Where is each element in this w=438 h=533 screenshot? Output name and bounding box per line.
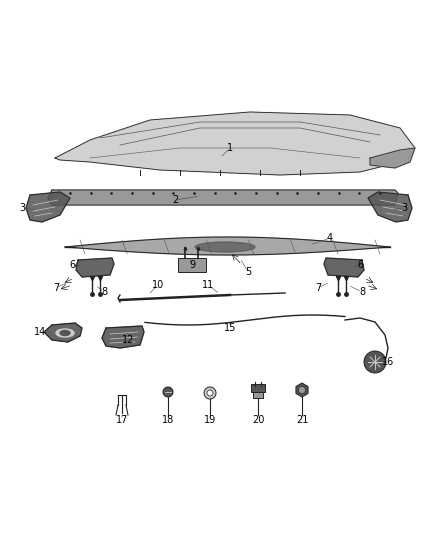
Text: 1: 1 [227,143,233,153]
Text: 21: 21 [296,415,308,425]
Bar [178,258,206,272]
Text: 19: 19 [204,415,216,425]
Ellipse shape [56,329,74,337]
Polygon shape [324,258,364,277]
Polygon shape [102,326,144,348]
Text: 3: 3 [401,203,407,213]
Text: 3: 3 [19,203,25,213]
Text: 14: 14 [34,327,46,337]
Polygon shape [370,148,415,168]
Text: 6: 6 [69,260,75,270]
Text: 7: 7 [315,283,321,293]
Polygon shape [26,192,70,222]
Ellipse shape [60,330,70,335]
Text: 5: 5 [245,267,251,277]
Circle shape [204,387,216,399]
Text: 8: 8 [101,287,107,297]
Polygon shape [44,323,82,342]
Text: 2: 2 [172,195,178,205]
Ellipse shape [195,242,255,252]
Circle shape [207,390,213,396]
Bar [253,392,263,398]
Polygon shape [55,112,415,175]
Text: 17: 17 [116,415,128,425]
Text: 20: 20 [252,415,264,425]
Text: 16: 16 [382,357,394,367]
Text: 11: 11 [202,280,214,290]
Text: 15: 15 [224,323,236,333]
Polygon shape [368,192,412,222]
Text: 8: 8 [359,287,365,297]
Text: 4: 4 [327,233,333,243]
Text: 7: 7 [53,283,59,293]
Bar [251,384,265,392]
Circle shape [163,387,173,397]
Circle shape [364,351,386,373]
Polygon shape [65,237,390,255]
Text: 9: 9 [189,260,195,270]
Text: 10: 10 [152,280,164,290]
Text: 6: 6 [357,260,363,270]
Polygon shape [76,258,114,277]
Text: 12: 12 [122,335,134,345]
Polygon shape [48,190,398,205]
Text: 18: 18 [162,415,174,425]
